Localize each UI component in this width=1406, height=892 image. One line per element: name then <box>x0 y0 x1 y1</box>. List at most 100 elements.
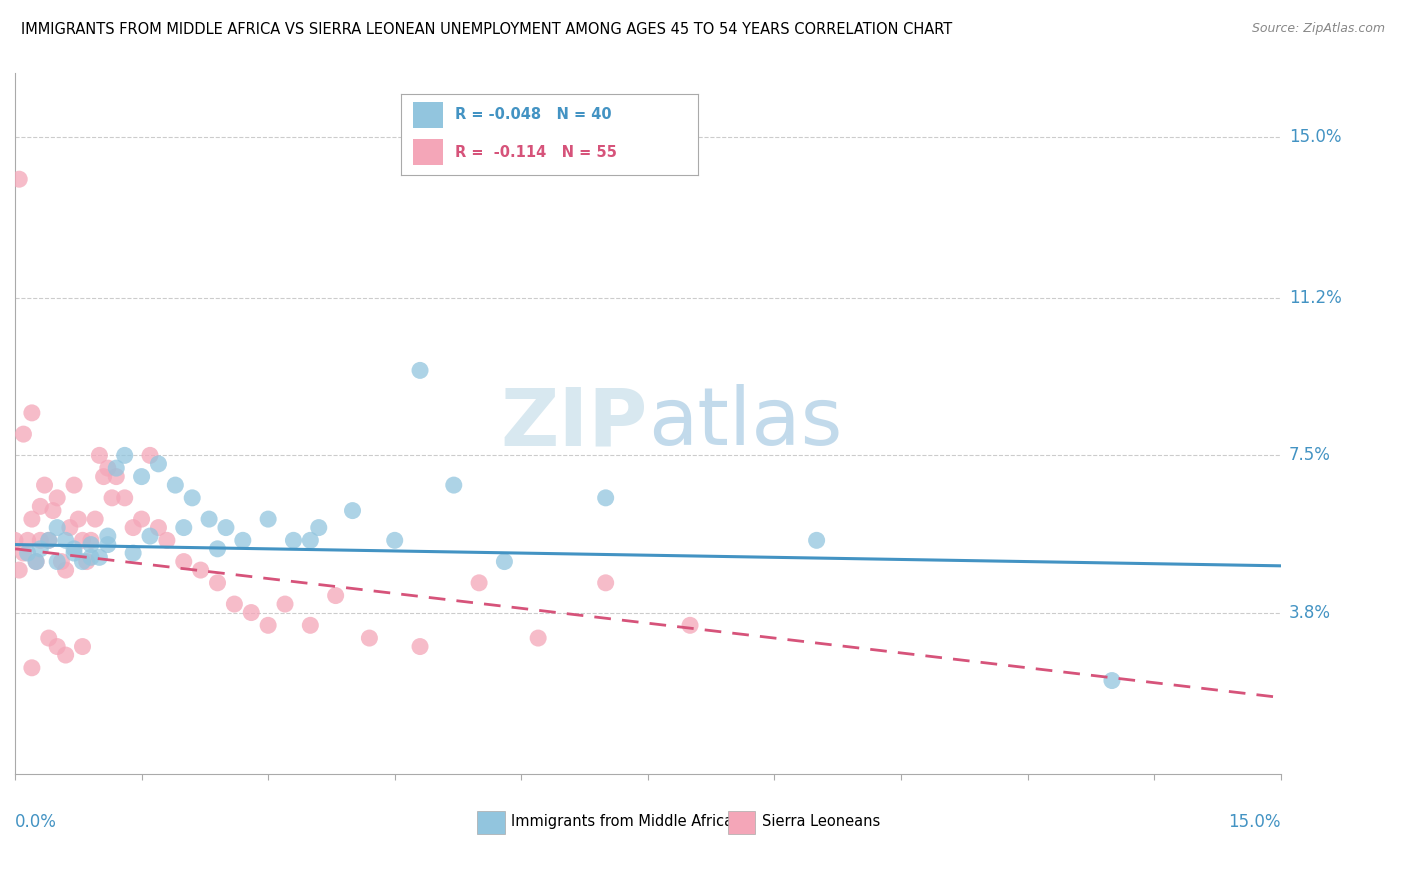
Point <box>8 172 31 186</box>
Point <box>55 648 77 662</box>
Point <box>173 520 195 534</box>
Point <box>148 457 170 471</box>
Point <box>299 533 322 548</box>
Point <box>122 546 145 560</box>
Point <box>342 503 364 517</box>
Point <box>72 555 94 569</box>
Point <box>67 512 90 526</box>
Text: 15.0%: 15.0% <box>1229 813 1281 831</box>
Text: IMMIGRANTS FROM MIDDLE AFRICA VS SIERRA LEONEAN UNEMPLOYMENT AMONG AGES 45 TO 54: IMMIGRANTS FROM MIDDLE AFRICA VS SIERRA … <box>21 22 952 37</box>
Point <box>215 520 238 534</box>
Point <box>207 575 229 590</box>
Point <box>114 491 136 505</box>
Point <box>4 533 27 548</box>
Point <box>63 541 86 556</box>
Point <box>30 541 52 556</box>
Point <box>274 597 297 611</box>
Point <box>89 448 111 462</box>
Point <box>224 597 246 611</box>
Point <box>38 631 60 645</box>
Point <box>55 533 77 548</box>
Point <box>76 555 98 569</box>
Point <box>72 533 94 548</box>
Point <box>80 538 103 552</box>
Text: atlas: atlas <box>648 384 842 462</box>
Point <box>148 520 170 534</box>
Text: ZIP: ZIP <box>501 384 648 462</box>
Point <box>93 469 115 483</box>
Point <box>97 529 120 543</box>
Point <box>207 541 229 556</box>
Point <box>595 575 617 590</box>
Point <box>17 546 39 560</box>
Point <box>17 533 39 548</box>
Text: 11.2%: 11.2% <box>1289 289 1341 307</box>
Point <box>63 546 86 560</box>
Point <box>46 491 69 505</box>
Point <box>25 555 48 569</box>
Point <box>38 533 60 548</box>
Point <box>494 555 516 569</box>
Point <box>114 448 136 462</box>
Point <box>46 520 69 534</box>
Point <box>105 461 128 475</box>
Point <box>232 533 254 548</box>
Point <box>527 631 550 645</box>
Point <box>80 533 103 548</box>
Point <box>299 618 322 632</box>
Point <box>72 640 94 654</box>
Point <box>13 427 35 442</box>
Point <box>409 363 432 377</box>
Point <box>21 406 44 420</box>
Point <box>679 618 702 632</box>
Point <box>30 533 52 548</box>
Point <box>131 512 153 526</box>
Point <box>97 461 120 475</box>
Point <box>156 533 179 548</box>
Point <box>409 640 432 654</box>
Point <box>105 469 128 483</box>
Point <box>97 538 120 552</box>
Point <box>25 555 48 569</box>
Point <box>80 550 103 565</box>
Point <box>42 503 65 517</box>
Point <box>384 533 406 548</box>
Point <box>38 533 60 548</box>
Point <box>59 520 82 534</box>
Text: Immigrants from Middle Africa: Immigrants from Middle Africa <box>512 814 734 830</box>
Point <box>21 661 44 675</box>
Text: 3.8%: 3.8% <box>1289 604 1331 622</box>
Point <box>173 555 195 569</box>
Point <box>325 589 347 603</box>
Point <box>8 563 31 577</box>
Point <box>89 550 111 565</box>
Point <box>55 563 77 577</box>
Point <box>34 478 56 492</box>
Point <box>806 533 828 548</box>
Point <box>63 478 86 492</box>
Point <box>1101 673 1123 688</box>
Point <box>283 533 305 548</box>
Text: 7.5%: 7.5% <box>1289 446 1331 465</box>
Point <box>139 448 162 462</box>
Point <box>308 520 330 534</box>
Point <box>443 478 465 492</box>
FancyBboxPatch shape <box>727 811 755 834</box>
Point <box>198 512 221 526</box>
Text: Sierra Leoneans: Sierra Leoneans <box>762 814 880 830</box>
Point <box>139 529 162 543</box>
Point <box>190 563 212 577</box>
Point <box>84 512 107 526</box>
Point <box>257 512 280 526</box>
Point <box>468 575 491 590</box>
Point <box>46 640 69 654</box>
Point <box>30 500 52 514</box>
Point <box>165 478 187 492</box>
Point <box>257 618 280 632</box>
Point <box>21 512 44 526</box>
Point <box>51 555 73 569</box>
Text: 0.0%: 0.0% <box>15 813 56 831</box>
Text: 15.0%: 15.0% <box>1289 128 1341 145</box>
Text: Source: ZipAtlas.com: Source: ZipAtlas.com <box>1251 22 1385 36</box>
Point <box>181 491 204 505</box>
